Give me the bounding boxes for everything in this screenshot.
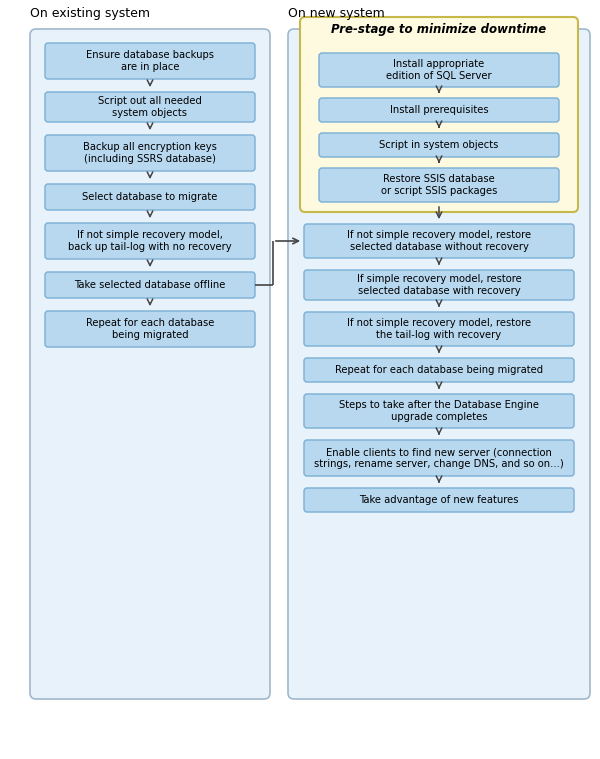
FancyBboxPatch shape [45,184,255,210]
FancyBboxPatch shape [30,29,270,699]
Text: Take selected database offline: Take selected database offline [74,280,226,290]
FancyBboxPatch shape [304,440,574,476]
Text: Install prerequisites: Install prerequisites [389,105,488,115]
FancyBboxPatch shape [319,168,559,202]
Text: Script out all needed
system objects: Script out all needed system objects [98,96,202,118]
FancyBboxPatch shape [304,224,574,258]
FancyBboxPatch shape [45,92,255,122]
FancyBboxPatch shape [288,29,590,699]
Text: If not simple recovery model, restore
the tail-log with recovery: If not simple recovery model, restore th… [347,318,531,340]
Text: Pre-stage to minimize downtime: Pre-stage to minimize downtime [331,23,547,36]
FancyBboxPatch shape [304,358,574,382]
FancyBboxPatch shape [45,135,255,171]
FancyBboxPatch shape [319,53,559,87]
FancyBboxPatch shape [304,312,574,346]
Text: Repeat for each database
being migrated: Repeat for each database being migrated [86,318,214,340]
Text: Ensure database backups
are in place: Ensure database backups are in place [86,50,214,72]
FancyBboxPatch shape [45,272,255,298]
FancyBboxPatch shape [304,394,574,428]
Text: On new system: On new system [288,7,385,20]
FancyBboxPatch shape [45,43,255,79]
Text: Install appropriate
edition of SQL Server: Install appropriate edition of SQL Serve… [386,59,492,80]
Text: Script in system objects: Script in system objects [379,140,499,150]
Text: Steps to take after the Database Engine
upgrade completes: Steps to take after the Database Engine … [339,400,539,422]
Text: Repeat for each database being migrated: Repeat for each database being migrated [335,365,543,375]
Text: If not simple recovery model, restore
selected database without recovery: If not simple recovery model, restore se… [347,230,531,252]
Text: Take advantage of new features: Take advantage of new features [359,495,519,505]
Text: If simple recovery model, restore
selected database with recovery: If simple recovery model, restore select… [356,274,521,296]
FancyBboxPatch shape [45,223,255,259]
FancyBboxPatch shape [304,488,574,512]
Text: Enable clients to find new server (connection
strings, rename server, change DNS: Enable clients to find new server (conne… [314,447,564,469]
FancyBboxPatch shape [319,98,559,122]
Text: Backup all encryption keys
(including SSRS database): Backup all encryption keys (including SS… [83,142,217,164]
FancyBboxPatch shape [300,17,578,212]
Text: On existing system: On existing system [30,7,150,20]
FancyBboxPatch shape [319,133,559,157]
Text: Restore SSIS database
or script SSIS packages: Restore SSIS database or script SSIS pac… [381,175,497,196]
FancyBboxPatch shape [304,270,574,300]
FancyBboxPatch shape [45,311,255,347]
Text: Select database to migrate: Select database to migrate [82,192,218,202]
Text: If not simple recovery model,
back up tail-log with no recovery: If not simple recovery model, back up ta… [68,230,232,252]
